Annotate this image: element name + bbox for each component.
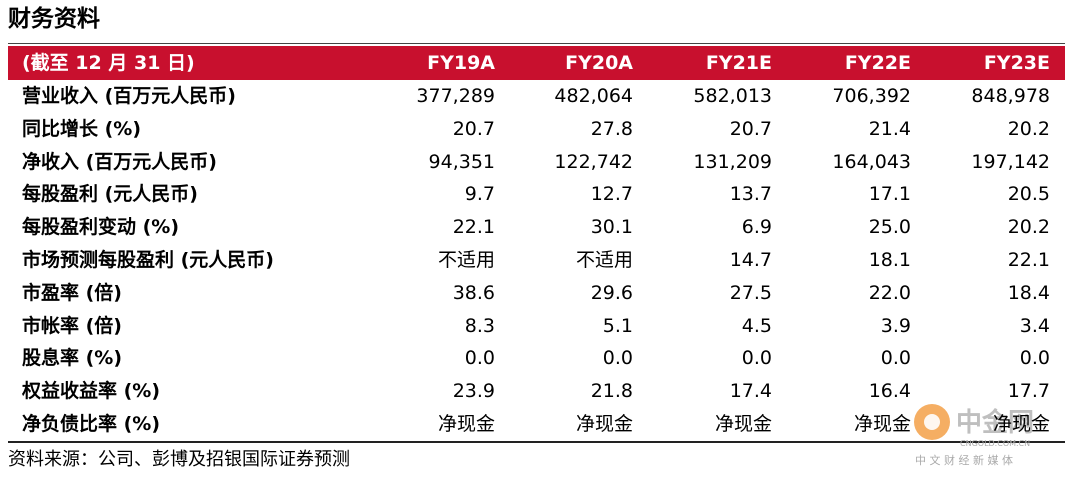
cell: 22.1 — [452, 216, 495, 239]
column-header: FY21E — [705, 52, 772, 74]
cell: 706,392 — [832, 85, 911, 107]
cell: 21.8 — [590, 380, 633, 403]
cell: 13.7 — [729, 183, 772, 206]
row-label: 净负债比率 (%) — [22, 413, 161, 435]
cell: 9.7 — [464, 183, 495, 206]
cell: 不适用 — [575, 249, 633, 271]
column-header: FY23E — [983, 52, 1050, 74]
cell: 6.9 — [741, 216, 772, 239]
watermark-site: CNGOLD.COM.CN — [960, 439, 1031, 448]
cell: 131,209 — [693, 150, 772, 173]
column-header: FY19A — [427, 52, 495, 74]
cell: 5.1 — [602, 314, 633, 337]
cell: 不适用 — [437, 249, 495, 271]
watermark-logo — [914, 404, 950, 440]
cell: 17.1 — [868, 183, 911, 206]
cell: 582,013 — [693, 85, 772, 107]
cell: 27.5 — [729, 281, 772, 304]
cell: 净现金 — [575, 413, 633, 435]
cell: 8.3 — [464, 314, 495, 337]
source: 资料来源：公司、彭博及招银国际证券预测 — [8, 449, 350, 470]
cell: 16.4 — [868, 380, 911, 403]
cell: 0.0 — [1019, 347, 1050, 370]
cell: 22.0 — [868, 281, 911, 304]
column-header: (截至 12 月 31 日) — [22, 52, 195, 74]
watermark-name: 中金网 — [956, 408, 1035, 438]
rule — [8, 441, 1065, 443]
cell: 18.4 — [1007, 281, 1050, 304]
cell: 22.1 — [1007, 249, 1050, 271]
cell: 18.1 — [868, 249, 911, 271]
cell: 0.0 — [741, 347, 772, 370]
cell: 38.6 — [452, 281, 495, 304]
cell: 净现金 — [853, 413, 911, 435]
cell: 20.7 — [452, 117, 495, 140]
cell: 197,142 — [971, 150, 1050, 173]
row-label: 市盈率 (倍) — [22, 281, 122, 304]
cell: 12.7 — [590, 183, 633, 206]
watermark-slogan: 中 文 财 经 新 媒 体 — [915, 454, 1013, 467]
header-row — [8, 46, 1065, 80]
cell: 0.0 — [602, 347, 633, 370]
cell: 25.0 — [868, 216, 911, 239]
cell: 20.2 — [1007, 117, 1050, 140]
cell: 17.4 — [729, 380, 772, 403]
cell: 94,351 — [428, 150, 495, 173]
cell: 20.5 — [1007, 183, 1050, 206]
cell: 482,064 — [554, 85, 633, 107]
cell: 17.7 — [1007, 380, 1050, 403]
cell: 净现金 — [992, 413, 1050, 435]
row-label: 净收入 (百万元人民币) — [22, 150, 217, 173]
cell: 20.7 — [729, 117, 772, 140]
column-header: FY20A — [565, 52, 633, 74]
cell: 164,043 — [832, 150, 911, 173]
row-label: 营业收入 (百万元人民币) — [22, 85, 236, 107]
cell: 3.4 — [1019, 314, 1050, 337]
row-label: 每股盈利变动 (%) — [22, 216, 180, 239]
row-label: 同比增长 (%) — [22, 117, 142, 140]
column-header: FY22E — [844, 52, 911, 74]
cell: 377,289 — [416, 85, 495, 107]
cell: 4.5 — [741, 314, 772, 337]
title: 财务资料 — [8, 6, 100, 32]
cell: 净现金 — [437, 413, 495, 435]
cell: 14.7 — [729, 249, 772, 271]
cell: 27.8 — [590, 117, 633, 140]
cell: 848,978 — [971, 85, 1050, 107]
cell: 0.0 — [880, 347, 911, 370]
row-label: 股息率 (%) — [22, 347, 123, 370]
row-label: 权益收益率 (%) — [22, 380, 161, 403]
row-label: 市场预测每股盈利 (元人民币) — [22, 249, 274, 271]
cell: 0.0 — [464, 347, 495, 370]
cell: 122,742 — [554, 150, 633, 173]
cell: 3.9 — [880, 314, 911, 337]
cell: 29.6 — [590, 281, 633, 304]
rule — [8, 43, 1065, 44]
cell: 20.2 — [1007, 216, 1050, 239]
row-label: 市帐率 (倍) — [22, 314, 122, 337]
cell: 30.1 — [590, 216, 633, 239]
row-label: 每股盈利 (元人民币) — [22, 183, 198, 206]
cell: 21.4 — [868, 117, 911, 140]
cell: 净现金 — [714, 413, 772, 435]
cell: 23.9 — [452, 380, 495, 403]
